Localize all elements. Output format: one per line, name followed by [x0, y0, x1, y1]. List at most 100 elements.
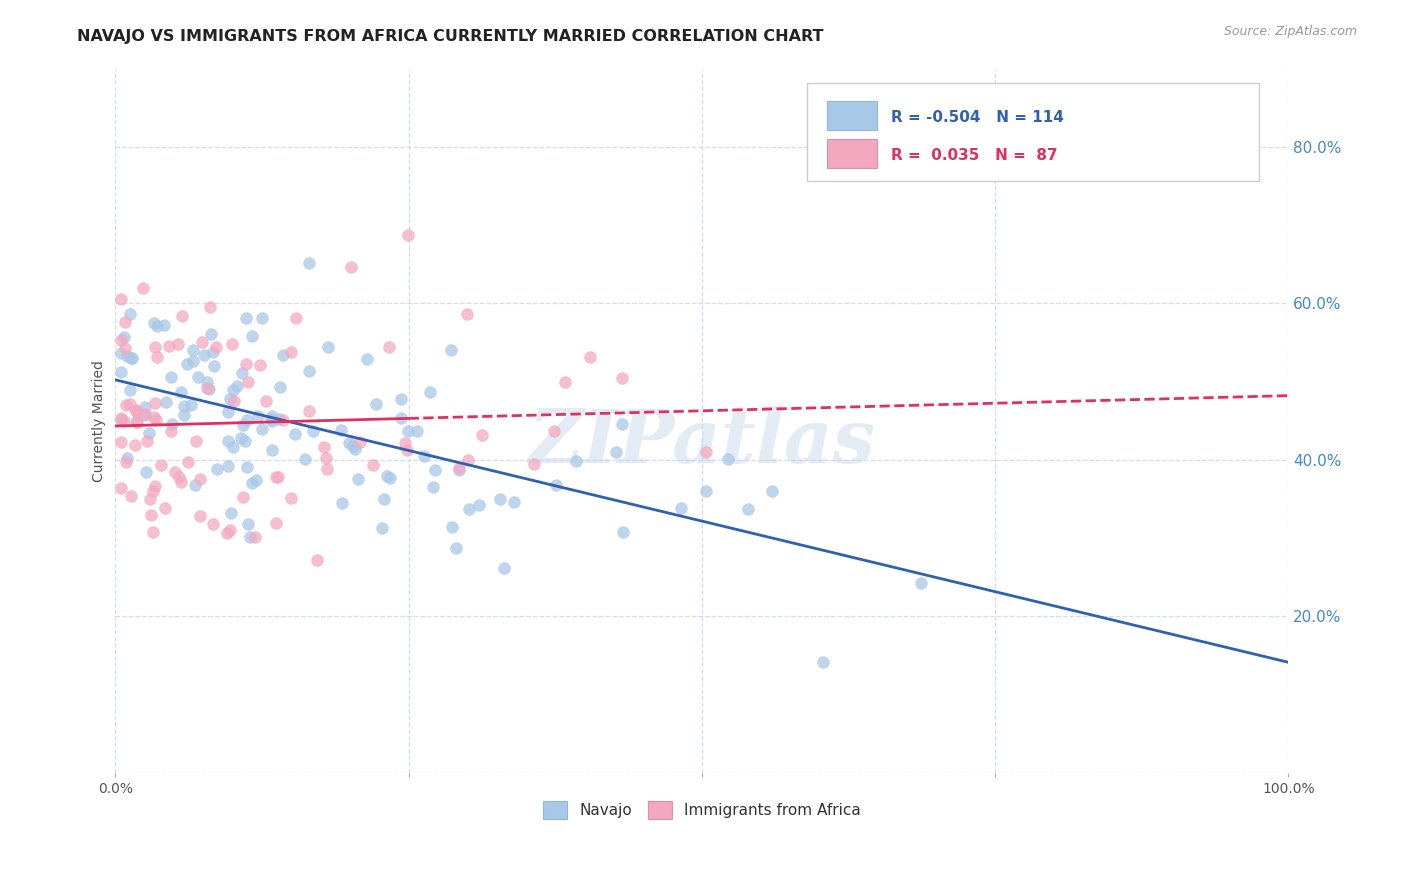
- Point: [413, 450, 436, 464]
- Point: [233, 434, 256, 449]
- Point: [235, 460, 257, 475]
- Point: [297, 403, 319, 417]
- Point: [141, 508, 163, 523]
- Point: [260, 442, 283, 457]
- Point: [110, 411, 132, 425]
- Point: [565, 454, 588, 468]
- Point: [371, 521, 394, 535]
- Point: [249, 358, 271, 372]
- Point: [115, 349, 138, 363]
- FancyBboxPatch shape: [827, 139, 877, 168]
- Point: [120, 489, 142, 503]
- Point: [245, 530, 267, 544]
- Point: [267, 469, 290, 483]
- Point: [218, 523, 240, 537]
- Point: [468, 498, 491, 512]
- Point: [264, 469, 287, 483]
- Point: [146, 350, 169, 364]
- Point: [200, 300, 222, 314]
- Point: [456, 307, 478, 321]
- Point: [305, 553, 328, 567]
- Point: [110, 292, 132, 306]
- Point: [222, 394, 245, 409]
- Point: [170, 475, 193, 489]
- Point: [610, 417, 633, 431]
- Point: [118, 383, 141, 397]
- Point: [231, 366, 253, 380]
- Point: [394, 436, 416, 450]
- Point: [166, 337, 188, 351]
- Point: [316, 462, 339, 476]
- Point: [188, 472, 211, 486]
- Point: [761, 483, 783, 498]
- Point: [181, 353, 204, 368]
- Point: [145, 413, 167, 427]
- Y-axis label: Currently Married: Currently Married: [93, 359, 107, 482]
- Point: [342, 439, 364, 453]
- Point: [267, 412, 290, 426]
- Point: [262, 414, 284, 428]
- Point: [347, 471, 370, 485]
- Point: [159, 424, 181, 438]
- Point: [221, 384, 243, 398]
- Point: [298, 256, 321, 270]
- Point: [406, 424, 429, 438]
- Point: [149, 458, 172, 473]
- Point: [153, 501, 176, 516]
- Point: [110, 412, 132, 426]
- Point: [170, 384, 193, 399]
- Point: [205, 461, 228, 475]
- Point: [195, 381, 218, 395]
- Point: [232, 490, 254, 504]
- Point: [449, 460, 471, 475]
- Point: [422, 480, 444, 494]
- Point: [502, 494, 524, 508]
- Point: [737, 502, 759, 516]
- Point: [159, 370, 181, 384]
- Point: [316, 340, 339, 354]
- Point: [378, 340, 401, 354]
- Text: R =  0.035   N =  87: R = 0.035 N = 87: [891, 148, 1057, 162]
- Point: [236, 375, 259, 389]
- Point: [246, 409, 269, 423]
- Point: [330, 495, 353, 509]
- Point: [605, 445, 627, 459]
- Point: [280, 491, 302, 505]
- Point: [366, 397, 388, 411]
- Point: [142, 524, 165, 539]
- Point: [298, 364, 321, 378]
- Point: [127, 407, 149, 421]
- Point: [190, 335, 212, 350]
- Point: [117, 450, 139, 465]
- Point: [344, 442, 367, 456]
- Point: [172, 309, 194, 323]
- Point: [120, 351, 142, 365]
- Point: [260, 412, 283, 426]
- Point: [217, 526, 239, 541]
- Point: [380, 471, 402, 485]
- Point: [201, 345, 224, 359]
- Point: [458, 501, 481, 516]
- Point: [240, 476, 263, 491]
- Text: ZIPatlas: ZIPatlas: [529, 406, 876, 478]
- Point: [125, 403, 148, 417]
- Point: [284, 427, 307, 442]
- Point: [131, 281, 153, 295]
- Point: [449, 463, 471, 477]
- Point: [440, 520, 463, 534]
- Point: [121, 351, 143, 365]
- Point: [240, 328, 263, 343]
- Point: [312, 440, 335, 454]
- Point: [419, 385, 441, 400]
- Point: [114, 341, 136, 355]
- Point: [160, 417, 183, 432]
- Point: [219, 506, 242, 520]
- Point: [173, 409, 195, 423]
- Point: [389, 392, 412, 406]
- Point: [471, 427, 494, 442]
- Point: [235, 357, 257, 371]
- Legend: Navajo, Immigrants from Africa: Navajo, Immigrants from Africa: [537, 795, 868, 825]
- FancyBboxPatch shape: [807, 83, 1260, 181]
- Point: [373, 492, 395, 507]
- Point: [155, 394, 177, 409]
